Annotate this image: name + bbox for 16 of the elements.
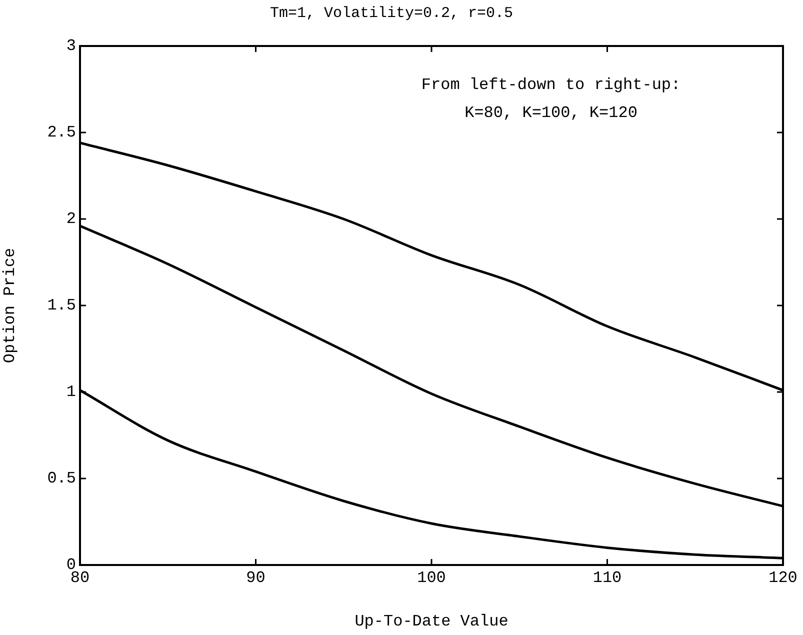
annotation: From left-down to right-up:: [421, 76, 681, 94]
x-tick-label: 90: [246, 568, 266, 587]
x-tick-label: 110: [592, 568, 622, 587]
x-tick-label: 100: [417, 568, 446, 587]
y-tick-label: 1.5: [47, 296, 76, 315]
y-tick-label: 2.5: [47, 124, 76, 142]
x-axis-title: Up-To-Date Value: [354, 612, 508, 631]
x-tick-label: 120: [768, 568, 798, 587]
y-axis-title: Option Price: [0, 248, 19, 364]
y-tick-label: 1: [66, 383, 76, 402]
y-tick-label: 3: [66, 37, 76, 56]
x-tick-label: 80: [70, 568, 90, 587]
y-tick-label: 2: [66, 210, 76, 228]
annotation: K=80, K=100, K=120: [464, 104, 638, 122]
chart-title: Tm=1, Volatility=0.2, r=0.5: [270, 4, 514, 22]
y-tick-label: 0.5: [47, 470, 76, 488]
